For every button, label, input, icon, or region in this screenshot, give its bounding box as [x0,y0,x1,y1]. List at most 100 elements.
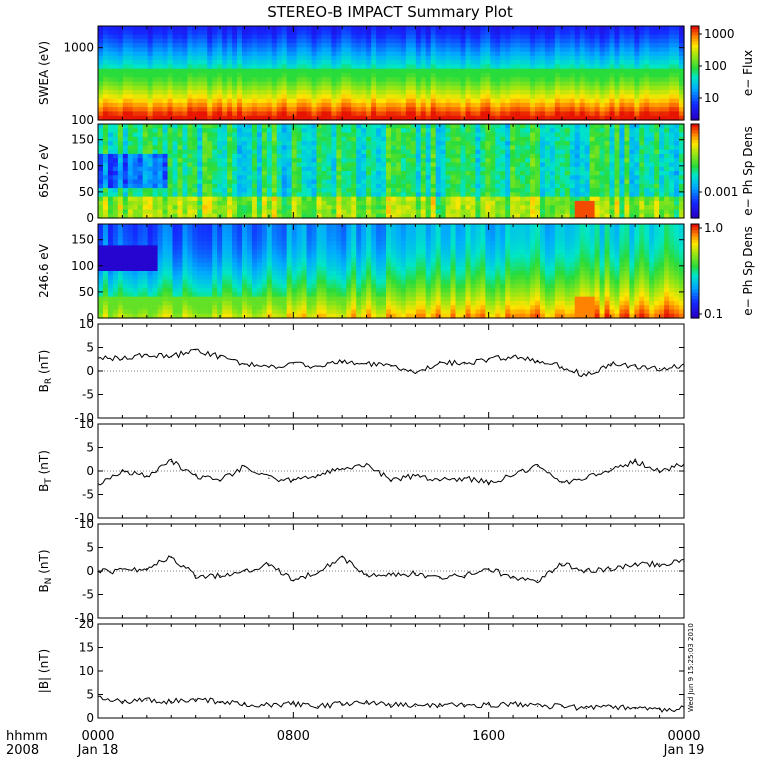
heatmap-cell [177,52,183,57]
heatmap-cell [590,150,596,155]
heatmap-cell [520,60,526,65]
heatmap-cell [351,150,357,155]
heatmap-cell [540,69,546,74]
heatmap-cell [520,43,526,48]
heatmap-cell [331,180,337,185]
heatmap-cell [515,141,521,146]
heatmap-cell [654,86,660,91]
heatmap-cell [128,167,134,172]
heatmap-cell [465,180,471,185]
heatmap-cell [545,154,551,159]
heatmap-cell [590,47,596,52]
heatmap-cell [570,137,576,142]
heatmap-cell [654,35,660,40]
heatmap-cell [515,150,521,155]
heatmap-cell [108,171,114,176]
heatmap-cell [610,86,616,91]
heatmap-cell [252,124,258,129]
heatmap-cell [376,60,382,65]
heatmap-cell [540,137,546,142]
heatmap-cell [287,103,293,108]
heatmap-cell [480,64,486,69]
heatmap-cell [371,150,377,155]
heatmap-cell [341,167,347,172]
heatmap-cell [585,180,591,185]
heatmap-cell [317,141,323,146]
heatmap-cell [118,35,124,40]
heatmap-cell [192,73,198,78]
heatmap-cell [411,86,417,91]
heatmap-cell [272,56,278,61]
heatmap-cell [182,30,188,35]
heatmap-cell [252,188,258,193]
heatmap-cell [267,52,273,57]
heatmap-cell [639,64,645,69]
heatmap-cell [565,77,571,82]
heatmap-cell [590,107,596,112]
heatmap-cell [336,209,342,214]
heatmap-cell [113,90,119,95]
heatmap-cell [197,141,203,146]
heatmap-cell [232,43,238,48]
heatmap-cell [217,158,223,163]
heatmap-cell [232,137,238,142]
heatmap-cell [441,184,447,189]
heatmap-cell [232,154,238,159]
heatmap-cell [307,73,313,78]
heatmap-cell [113,35,119,40]
heatmap-cell [540,150,546,155]
heatmap-cell [197,154,203,159]
heatmap-cell [461,158,467,163]
heatmap-cell [565,167,571,172]
heatmap-cell [570,56,576,61]
heatmap-cell [242,180,248,185]
heatmap-cell [461,171,467,176]
heatmap-cell [619,103,625,108]
heatmap-cell [406,162,412,167]
heatmap-cell [575,158,581,163]
heatmap-cell [465,141,471,146]
heatmap-cell [351,205,357,210]
heatmap-cell [346,171,352,176]
heatmap-cell [510,30,516,35]
heatmap-cell [386,90,392,95]
heatmap-cell [302,35,308,40]
heatmap-cell [426,43,432,48]
heatmap-cell [287,167,293,172]
heatmap-cell [297,145,303,150]
heatmap-cell [341,128,347,133]
heatmap-cell [490,73,496,78]
heatmap-cell [480,30,486,35]
heatmap-cell [600,137,606,142]
heatmap-cell [619,43,625,48]
heatmap-cell [232,30,238,35]
heatmap-cell [262,205,268,210]
heatmap-cell [217,154,223,159]
heatmap-cell [605,111,611,116]
heatmap-cell [177,175,183,180]
heatmap-cell [411,73,417,78]
heatmap-cell [500,86,506,91]
heatmap-cell [376,171,382,176]
heatmap-cell [446,111,452,116]
heatmap-cell [500,77,506,82]
heatmap-cell [391,192,397,197]
heatmap-cell [595,141,601,146]
heatmap-cell [172,133,178,138]
heatmap-cell [302,26,308,31]
heatmap-cell [307,56,313,61]
heatmap-cell [555,184,561,189]
heatmap-cell [406,60,412,65]
heatmap-cell [426,60,432,65]
heatmap-cell [580,158,586,163]
heatmap-cell [416,30,422,35]
heatmap-cell [262,175,268,180]
heatmap-cell [292,43,298,48]
heatmap-cell [118,150,124,155]
heatmap-cell [163,154,169,159]
heatmap-cell [396,150,402,155]
heatmap-cell [401,69,407,74]
heatmap-cell [192,133,198,138]
heatmap-cell [326,90,332,95]
heatmap-cell [575,52,581,57]
